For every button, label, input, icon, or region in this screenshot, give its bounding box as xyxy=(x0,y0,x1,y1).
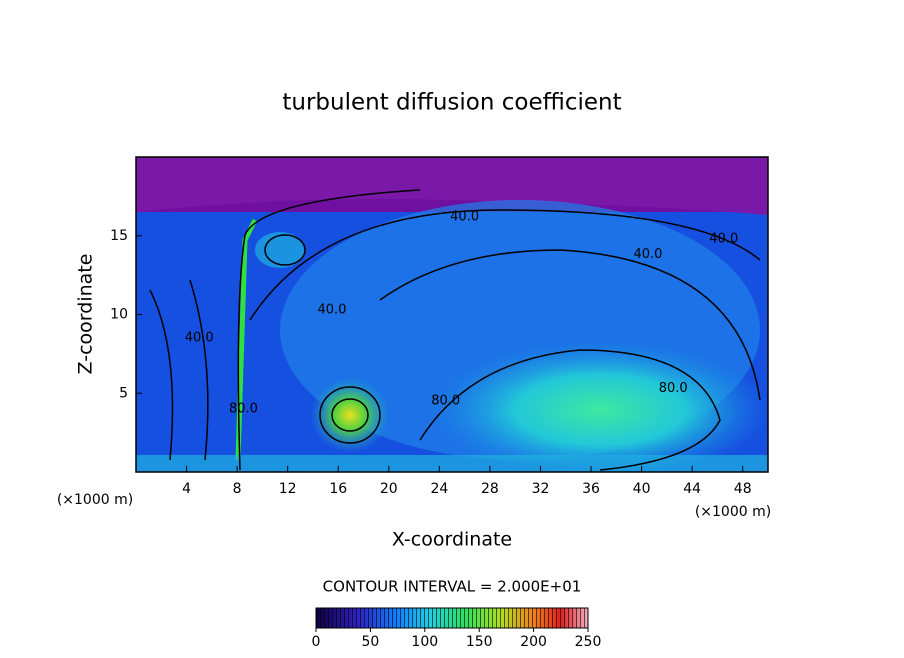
y-tick-label: 5 xyxy=(119,385,128,401)
chart-title: turbulent diffusion coefficient xyxy=(282,90,621,116)
contour-label: 40.0 xyxy=(633,247,662,262)
x-axis-label: X-coordinate xyxy=(392,529,512,551)
contour-label: 80.0 xyxy=(229,402,258,417)
contour-label: 80.0 xyxy=(431,394,460,409)
x-tick-label: 12 xyxy=(279,481,297,497)
colorbar-tick-label: 250 xyxy=(575,634,602,650)
x-tick-label: 8 xyxy=(233,481,242,497)
field xyxy=(136,157,768,472)
contour-label: 40.0 xyxy=(450,209,479,224)
x-tick-label: 4 xyxy=(182,481,191,497)
x-tick-label: 36 xyxy=(582,481,600,497)
colorbar-label: CONTOUR INTERVAL = 2.000E+01 xyxy=(323,578,582,596)
contour-label: 40.0 xyxy=(709,231,738,246)
x-tick-label: 24 xyxy=(430,481,448,497)
x-tick-label: 20 xyxy=(380,481,398,497)
colorbar-tick-label: 200 xyxy=(520,634,547,650)
contour-label: 80.0 xyxy=(659,381,688,396)
colorbar-tick-label: 150 xyxy=(466,634,493,650)
y-tick-label: 15 xyxy=(110,228,128,244)
contour-label: 40.0 xyxy=(317,302,346,317)
x-tick-label: 16 xyxy=(329,481,347,497)
x-unit-left: (×1000 m) xyxy=(57,492,133,508)
contour-label: 40.0 xyxy=(185,331,214,346)
colorbar-tick-label: 100 xyxy=(411,634,438,650)
y-tick-label: 10 xyxy=(110,307,128,323)
x-tick-label: 40 xyxy=(633,481,651,497)
colorbar-frame xyxy=(315,607,589,629)
x-tick-label: 44 xyxy=(683,481,701,497)
colorbar-tick-label: 0 xyxy=(312,634,321,650)
x-tick-label: 32 xyxy=(532,481,550,497)
colorbar-tick-label: 50 xyxy=(361,634,379,650)
x-tick-label: 48 xyxy=(734,481,752,497)
x-tick-label: 28 xyxy=(481,481,499,497)
colorbar-stripes xyxy=(316,608,588,628)
x-unit: (×1000 m) xyxy=(695,504,771,520)
y-axis-label: Z-coordinate xyxy=(75,254,97,375)
